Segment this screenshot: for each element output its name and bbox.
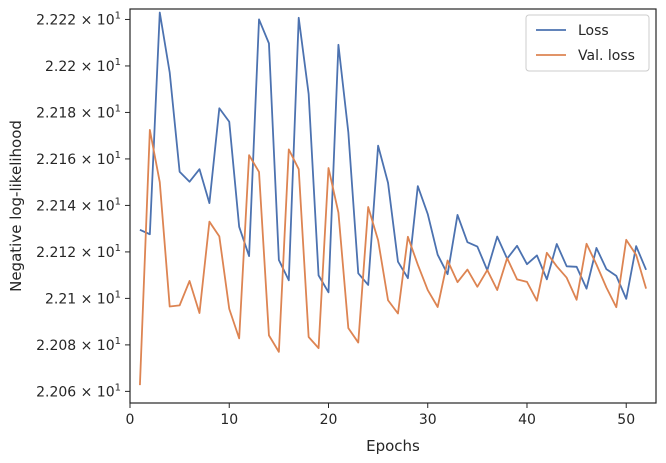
legend-label-loss: Loss bbox=[578, 23, 609, 39]
y-tick-label: 2.216 × 101 bbox=[36, 150, 121, 168]
y-tick-label: 2.222 × 101 bbox=[36, 10, 121, 28]
y-tick-label: 2.22 × 101 bbox=[45, 57, 121, 75]
y-tick-label: 2.208 × 101 bbox=[36, 336, 121, 354]
y-tick-label: 2.21 × 101 bbox=[45, 289, 121, 307]
x-tick-label: 50 bbox=[617, 412, 635, 428]
y-tick-label: 2.206 × 101 bbox=[36, 382, 121, 400]
y-tick-label: 2.214 × 101 bbox=[36, 196, 121, 214]
plot-area-frame bbox=[129, 8, 657, 404]
y-tick-label: 2.218 × 101 bbox=[36, 103, 121, 121]
x-axis-label: Epochs bbox=[366, 437, 420, 455]
series-line-val-loss bbox=[139, 128, 647, 386]
x-tick-label: 20 bbox=[320, 412, 338, 428]
series-lines bbox=[139, 11, 647, 386]
y-tick-label: 2.212 × 101 bbox=[36, 243, 121, 261]
x-tick-label: 30 bbox=[419, 412, 437, 428]
axis-ticks: 0 10 20 30 40 50 2.206 × 101 2.208 × 101 2.21 × … bbox=[36, 10, 635, 428]
x-tick-label: 0 bbox=[126, 412, 135, 428]
legend-label-val-loss: Val. loss bbox=[578, 48, 635, 64]
legend: Loss Val. loss bbox=[525, 14, 650, 72]
y-axis-label: Negative log-likelihood bbox=[7, 120, 25, 292]
series-line-loss bbox=[139, 11, 647, 300]
x-tick-label: 40 bbox=[518, 412, 536, 428]
x-tick-label: 10 bbox=[220, 412, 238, 428]
legend-box bbox=[525, 14, 650, 72]
